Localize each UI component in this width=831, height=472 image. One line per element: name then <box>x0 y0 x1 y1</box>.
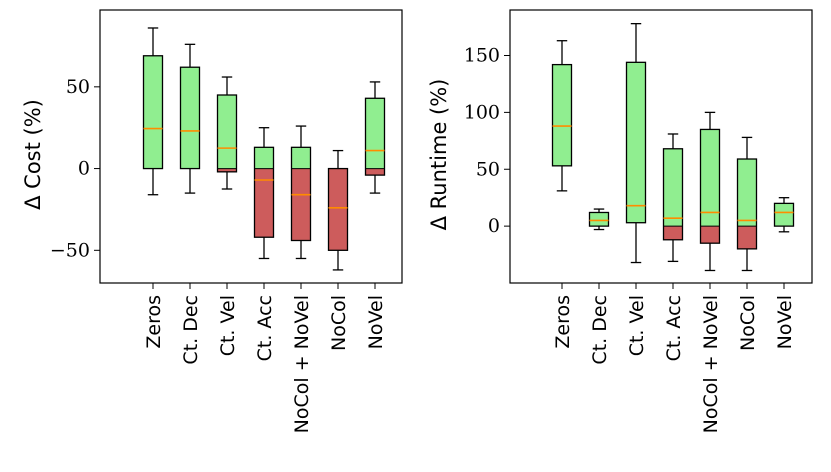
box-negative <box>737 226 757 249</box>
y-axis-label: Δ Cost (%) <box>21 99 45 210</box>
box-outline <box>327 167 349 251</box>
x-tick-label: NoVel <box>365 295 387 349</box>
box-positive <box>663 148 683 227</box>
x-tick-label: NoCol + NoVel <box>291 295 313 433</box>
y-tick-label: 0 <box>488 215 500 237</box>
box-positive <box>254 147 274 169</box>
x-tick-label: Ct. Acc <box>254 295 276 361</box>
box-outline <box>179 66 201 170</box>
box-negative <box>291 168 311 241</box>
axes-frame <box>99 9 403 284</box>
box-outline <box>736 158 758 250</box>
y-tick-label: 50 <box>476 158 500 180</box>
box-positive <box>626 62 646 223</box>
box-outline <box>364 97 386 176</box>
box-positive <box>180 67 200 169</box>
box-positive <box>143 55 163 169</box>
x-tick-label: Zeros <box>552 295 574 349</box>
box-outline <box>699 128 721 244</box>
box-negative <box>365 168 385 176</box>
box-outline <box>216 94 238 173</box>
y-tick-label: 100 <box>464 101 500 123</box>
x-tick-label: Ct. Dec <box>589 295 611 365</box>
box-positive <box>589 212 609 227</box>
x-tick-label: Ct. Vel <box>217 295 239 356</box>
box-outline <box>142 55 164 170</box>
axes-frame <box>509 9 813 284</box>
x-tick-label: NoVel <box>774 295 796 349</box>
y-tick-label: 150 <box>464 45 500 67</box>
box-outline <box>662 148 684 241</box>
box-positive <box>291 147 311 169</box>
y-axis-label: Δ Runtime (%) <box>427 79 451 231</box>
y-tick-label: 50 <box>66 76 90 98</box>
box-negative <box>328 168 348 251</box>
x-tick-label: NoCol <box>737 295 759 351</box>
box-outline <box>253 146 275 238</box>
box-positive <box>552 64 572 166</box>
y-tick-label: 0 <box>78 158 90 180</box>
box-positive <box>700 129 720 227</box>
x-tick-label: Zeros <box>143 295 165 349</box>
box-positive <box>365 98 385 169</box>
box-negative <box>700 226 720 244</box>
y-tick-label: −50 <box>50 239 90 261</box>
box-negative <box>217 168 237 172</box>
x-tick-label: Ct. Dec <box>180 295 202 365</box>
box-outline <box>551 63 573 167</box>
box-outline <box>625 61 647 224</box>
box-positive <box>737 159 757 227</box>
box-outline <box>588 211 610 227</box>
x-tick-label: NoCol + NoVel <box>700 295 722 433</box>
x-tick-label: Ct. Vel <box>626 295 648 356</box>
runtime-chart: 0 50 100 150 Δ Runtime (%) Zeros Ct. Dec Ct. Ve… <box>427 9 813 433</box>
box-positive <box>774 203 794 227</box>
box-outline <box>290 146 312 242</box>
x-tick-label: NoCol <box>328 295 350 351</box>
box-positive <box>217 95 237 169</box>
box-negative <box>254 168 274 238</box>
x-tick-label: Ct. Acc <box>663 295 685 361</box>
cost-chart: −50 0 50 Δ Cost (%) Zeros Ct. Dec Ct. Vel Ct. A… <box>21 9 403 433</box>
box-outline <box>773 202 795 227</box>
box-negative <box>663 226 683 240</box>
